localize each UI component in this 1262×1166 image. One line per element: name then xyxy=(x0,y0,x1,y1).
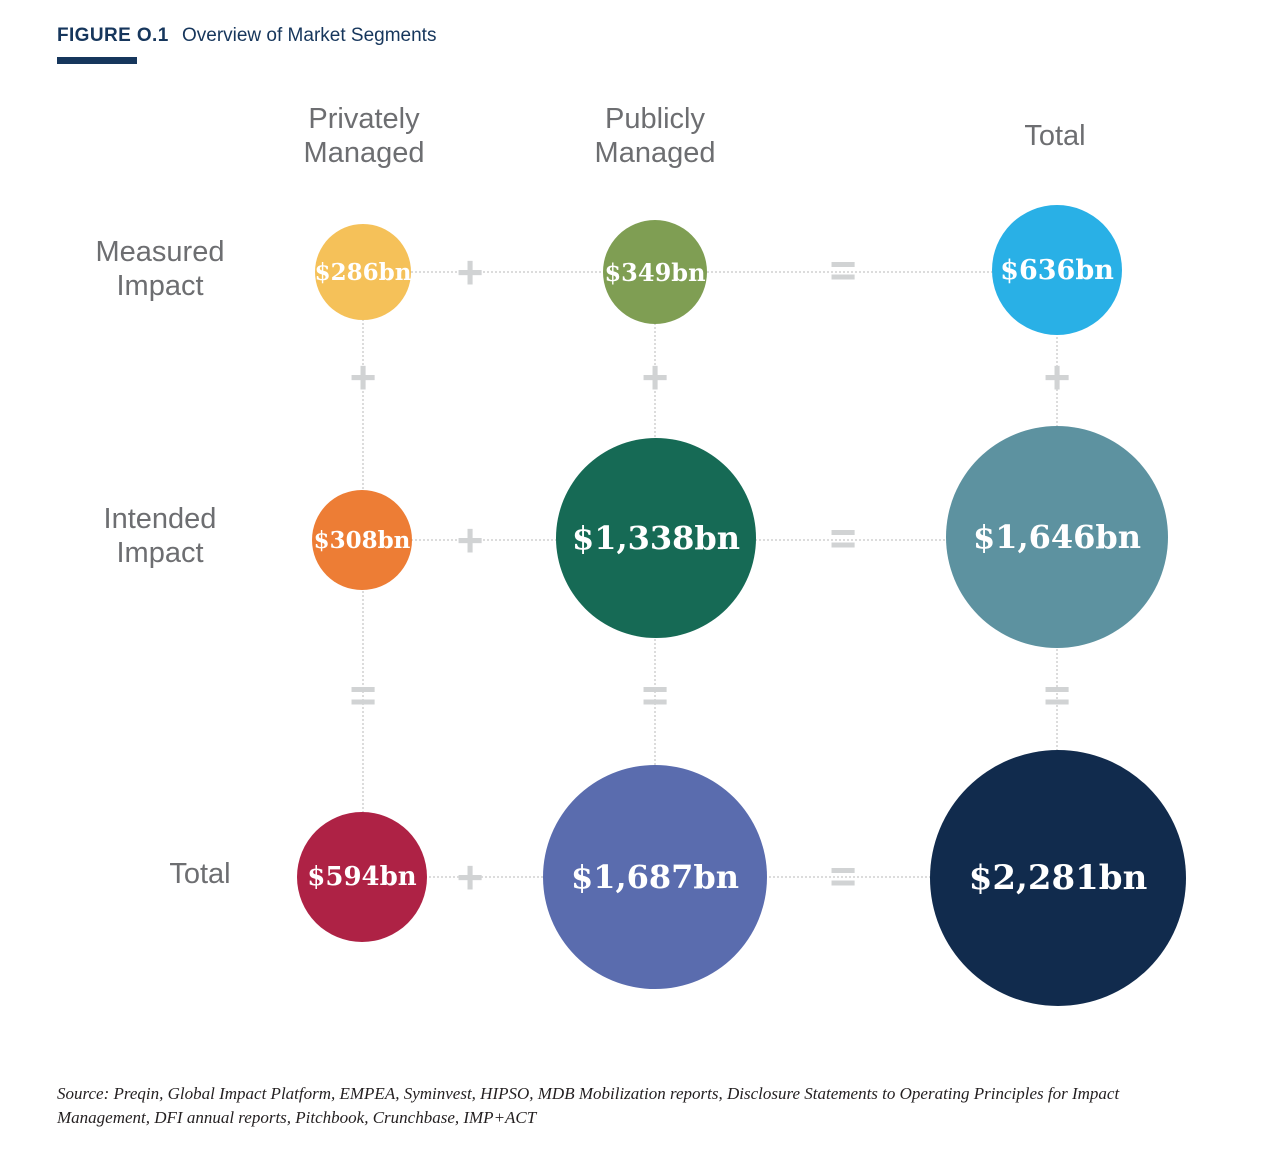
bubble-value: $349bn xyxy=(604,257,706,287)
col-header-total: Total xyxy=(1024,120,1086,152)
bubble-value: $286bn xyxy=(314,258,412,286)
col-header-privately-managed: Privately Managed xyxy=(303,103,425,169)
bubble-value: $1,646bn xyxy=(972,518,1142,556)
equals-operator: = xyxy=(829,244,857,296)
plus-operator: + xyxy=(349,351,377,403)
bubble-total-publicly: $1,687bn xyxy=(543,765,767,989)
equals-operator: = xyxy=(349,669,377,721)
plus-operator: + xyxy=(456,514,484,566)
figure-label: FIGURE O.1 xyxy=(57,25,169,46)
plus-operator: + xyxy=(641,351,669,403)
equals-operator: = xyxy=(829,850,857,902)
bubble-value: $594bn xyxy=(307,862,417,892)
row-header-total: Total xyxy=(169,858,231,890)
bubble-intended-privately: $308bn xyxy=(312,490,412,590)
figure-heading: FIGURE O.1 Overview of Market Segments xyxy=(57,25,436,47)
source-note: Source: Preqin, Global Impact Platform, … xyxy=(57,1084,1120,1127)
plus-operator: + xyxy=(1043,351,1071,403)
title-rule xyxy=(57,57,137,64)
bubble-total-privately: $594bn xyxy=(297,812,427,942)
bubble-value: $308bn xyxy=(313,526,411,554)
bubble-value: $2,281bn xyxy=(968,858,1148,898)
col-header-publicly-managed: Publicly Managed xyxy=(594,103,716,169)
figure-title: Overview of Market Segments xyxy=(181,25,437,46)
bubble-measured-privately: $286bn xyxy=(315,224,411,320)
plus-operator: + xyxy=(456,246,484,298)
connector-line xyxy=(363,271,1057,273)
bubble-measured-total: $636bn xyxy=(992,205,1122,335)
bubble-value: $636bn xyxy=(1000,254,1114,286)
equals-operator: = xyxy=(641,669,669,721)
plus-operator: + xyxy=(456,851,484,903)
bubble-intended-total: $1,646bn xyxy=(946,426,1168,648)
bubble-intended-publicly: $1,338bn xyxy=(556,438,756,638)
equals-operator: = xyxy=(829,512,857,564)
row-header-intended-impact: Intended Impact xyxy=(103,503,217,569)
row-header-measured-impact: Measured Impact xyxy=(95,236,225,302)
bubble-measured-publicly: $349bn xyxy=(603,220,707,324)
bubble-value: $1,687bn xyxy=(570,858,740,896)
bubble-value: $1,338bn xyxy=(571,519,741,557)
bubble-total-total: $2,281bn xyxy=(930,750,1186,1006)
equals-operator: = xyxy=(1043,669,1071,721)
